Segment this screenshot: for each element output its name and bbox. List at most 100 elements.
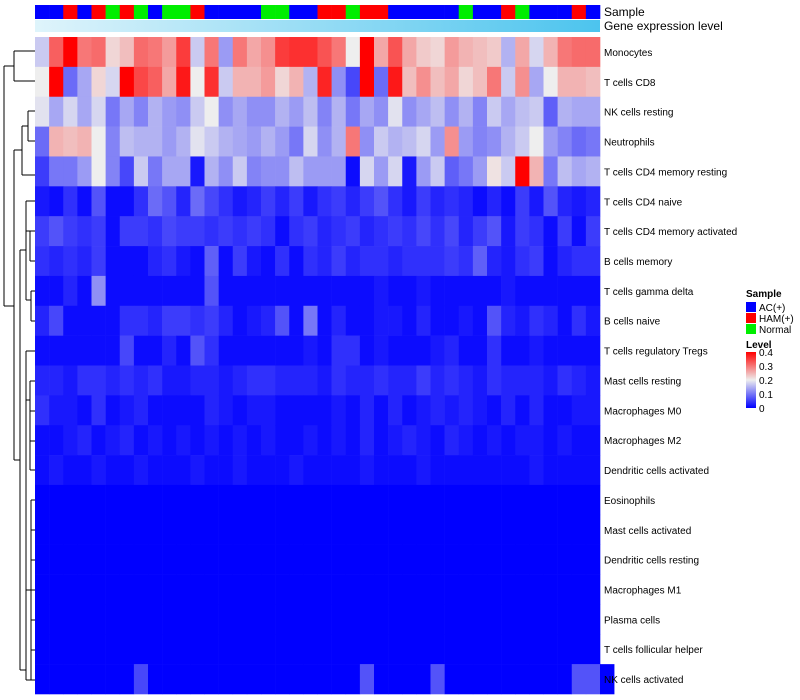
heatmap-cell xyxy=(487,484,502,516)
heatmap-cell xyxy=(388,156,403,187)
heatmap-cell xyxy=(515,335,530,366)
heatmap-cell xyxy=(204,66,219,98)
heatmap-cell xyxy=(303,484,318,516)
heatmap-cell xyxy=(571,126,587,157)
row-label: NK cells resting xyxy=(604,108,673,119)
heatmap-cell xyxy=(148,96,163,127)
heatmap-cell xyxy=(77,484,92,516)
heatmap-cell xyxy=(529,126,544,157)
heatmap-cell xyxy=(77,664,92,695)
heatmap-cell xyxy=(148,514,163,545)
heatmap-cell xyxy=(289,425,304,456)
heatmap-cell xyxy=(515,634,530,665)
heatmap-cell xyxy=(289,604,304,635)
heatmap-cell xyxy=(585,126,601,157)
heatmap-cell xyxy=(317,156,332,187)
heatmap-cell xyxy=(261,365,276,396)
heatmap-cell xyxy=(246,425,262,456)
heatmap-cell xyxy=(162,484,177,516)
heatmap-cell xyxy=(487,514,502,545)
heatmap-cell xyxy=(515,37,530,68)
heatmap-cell xyxy=(402,275,417,307)
heatmap-cell xyxy=(204,365,219,396)
heatmap-cell xyxy=(275,514,290,545)
heatmap-cell xyxy=(345,186,361,217)
heatmap-cell xyxy=(472,544,488,575)
heatmap-cell xyxy=(91,604,106,635)
legend-label-ham: HAM(+) xyxy=(759,314,794,325)
heatmap-cell xyxy=(430,66,445,98)
row-label: Plasma cells xyxy=(604,615,660,626)
row-label: T cells CD4 memory resting xyxy=(604,167,727,178)
heatmap-cell xyxy=(218,425,234,456)
heatmap-cell xyxy=(430,425,445,456)
heatmap-cell xyxy=(472,395,488,426)
heatmap-cell xyxy=(133,66,149,98)
heatmap-cell xyxy=(416,305,431,336)
heatmap-cell xyxy=(63,484,78,516)
heatmap-cell xyxy=(374,126,389,157)
heatmap-cell xyxy=(557,425,573,456)
heatmap-cell xyxy=(204,484,219,516)
heatmap-cell xyxy=(317,37,332,68)
heatmap-cell xyxy=(303,664,318,695)
heatmap-cell xyxy=(176,484,191,516)
heatmap-cell xyxy=(430,604,445,635)
heatmap-cell xyxy=(190,395,205,426)
heatmap-cell xyxy=(204,514,219,545)
heatmap-cell xyxy=(487,305,502,336)
heatmap-cell xyxy=(63,455,78,486)
heatmap-cell xyxy=(133,335,149,366)
heatmap-cell xyxy=(289,484,304,516)
heatmap-cell xyxy=(472,305,488,336)
heatmap-cell xyxy=(303,66,318,98)
heatmap-cell xyxy=(77,574,92,605)
heatmap-cell xyxy=(176,664,191,695)
heatmap-cell xyxy=(133,37,149,68)
heatmap-cell xyxy=(232,455,248,486)
heatmap-cell xyxy=(458,156,474,187)
heatmap-cell xyxy=(345,574,361,605)
heatmap-cell xyxy=(416,664,431,695)
heatmap-cell xyxy=(585,664,601,695)
heatmap-cell xyxy=(289,335,304,366)
heatmap-cell xyxy=(77,246,92,277)
legend-level-title: Level xyxy=(746,340,772,351)
heatmap-cell xyxy=(430,664,445,695)
heatmap-cell xyxy=(218,604,234,635)
heatmap-cell xyxy=(204,96,219,127)
heatmap-cell xyxy=(472,455,488,486)
heatmap-cell xyxy=(458,634,474,665)
heatmap-cell xyxy=(557,66,573,98)
heatmap-cell xyxy=(345,305,361,336)
heatmap-cell xyxy=(416,275,431,307)
heatmap-cell xyxy=(585,37,601,68)
heatmap-cell xyxy=(176,305,191,336)
heatmap-cell xyxy=(487,246,502,277)
heatmap-cell xyxy=(275,37,290,68)
heatmap-cell xyxy=(190,634,205,665)
heatmap-cell xyxy=(402,37,417,68)
heatmap-cell xyxy=(148,395,163,426)
heatmap-cell xyxy=(388,186,403,217)
heatmap-cell xyxy=(501,66,516,98)
heatmap-cell xyxy=(529,365,544,396)
row-label: Macrophages M1 xyxy=(604,585,682,596)
heatmap-cell xyxy=(388,246,403,277)
heatmap-cell xyxy=(218,96,234,127)
heatmap-cell xyxy=(388,216,403,247)
heatmap-cell xyxy=(303,246,318,277)
heatmap-cell xyxy=(232,156,248,187)
row-label: T cells regulatory Tregs xyxy=(604,347,708,358)
heatmap-cell xyxy=(585,96,601,127)
heatmap-cell xyxy=(148,216,163,247)
heatmap-cell xyxy=(430,365,445,396)
heatmap-cell xyxy=(402,126,417,157)
heatmap-cell xyxy=(345,455,361,486)
heatmap-cell xyxy=(232,186,248,217)
heatmap-cell xyxy=(571,634,587,665)
heatmap-cell xyxy=(176,634,191,665)
heatmap-cell xyxy=(275,66,290,98)
heatmap-cell xyxy=(232,335,248,366)
heatmap-cell xyxy=(444,544,460,575)
